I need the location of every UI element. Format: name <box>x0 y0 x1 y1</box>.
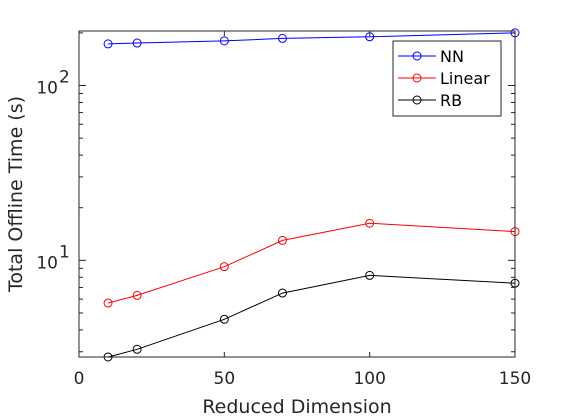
data-point-rb <box>219 314 229 324</box>
data-point-linear <box>219 262 229 272</box>
series-line-rb <box>107 274 516 358</box>
x-axis-label: Reduced Dimension <box>202 396 391 418</box>
data-point-nn <box>277 33 287 43</box>
x-tick-label: 100 <box>353 369 385 389</box>
data-point-rb <box>132 344 142 354</box>
plot-frame <box>78 30 516 358</box>
x-tick-label: 0 <box>74 369 85 389</box>
x-tick-label: 50 <box>214 369 236 389</box>
data-point-linear <box>365 218 375 228</box>
y-tick-label-base: 10 <box>36 79 58 99</box>
y-tick-label-exponent: 1 <box>59 242 70 262</box>
x-tick-label: 150 <box>499 369 531 389</box>
data-point-rb <box>277 288 287 298</box>
data-point-rb <box>365 270 375 280</box>
data-point-nn <box>103 39 113 49</box>
legend-label-rb: RB <box>440 91 462 110</box>
data-point-nn <box>219 36 229 46</box>
legend-label-nn: NN <box>440 47 464 66</box>
y-axis-label: Total Offline Time (s) <box>5 96 27 293</box>
series-line-nn <box>108 32 516 45</box>
legend-label-linear: Linear <box>440 69 490 88</box>
series-layer <box>103 28 520 362</box>
legend-marker-linear <box>412 73 422 83</box>
legend-marker-nn <box>412 51 422 61</box>
data-point-nn <box>132 38 142 48</box>
y-tick-label-exponent: 2 <box>59 68 70 88</box>
series-line-linear <box>107 222 516 304</box>
data-point-linear <box>103 298 113 308</box>
legend-marker-rb <box>412 95 422 105</box>
y-tick-label-base: 10 <box>36 253 58 273</box>
data-point-linear <box>277 235 287 245</box>
legend: NN Linear RB <box>392 40 502 117</box>
data-point-linear <box>132 290 142 300</box>
